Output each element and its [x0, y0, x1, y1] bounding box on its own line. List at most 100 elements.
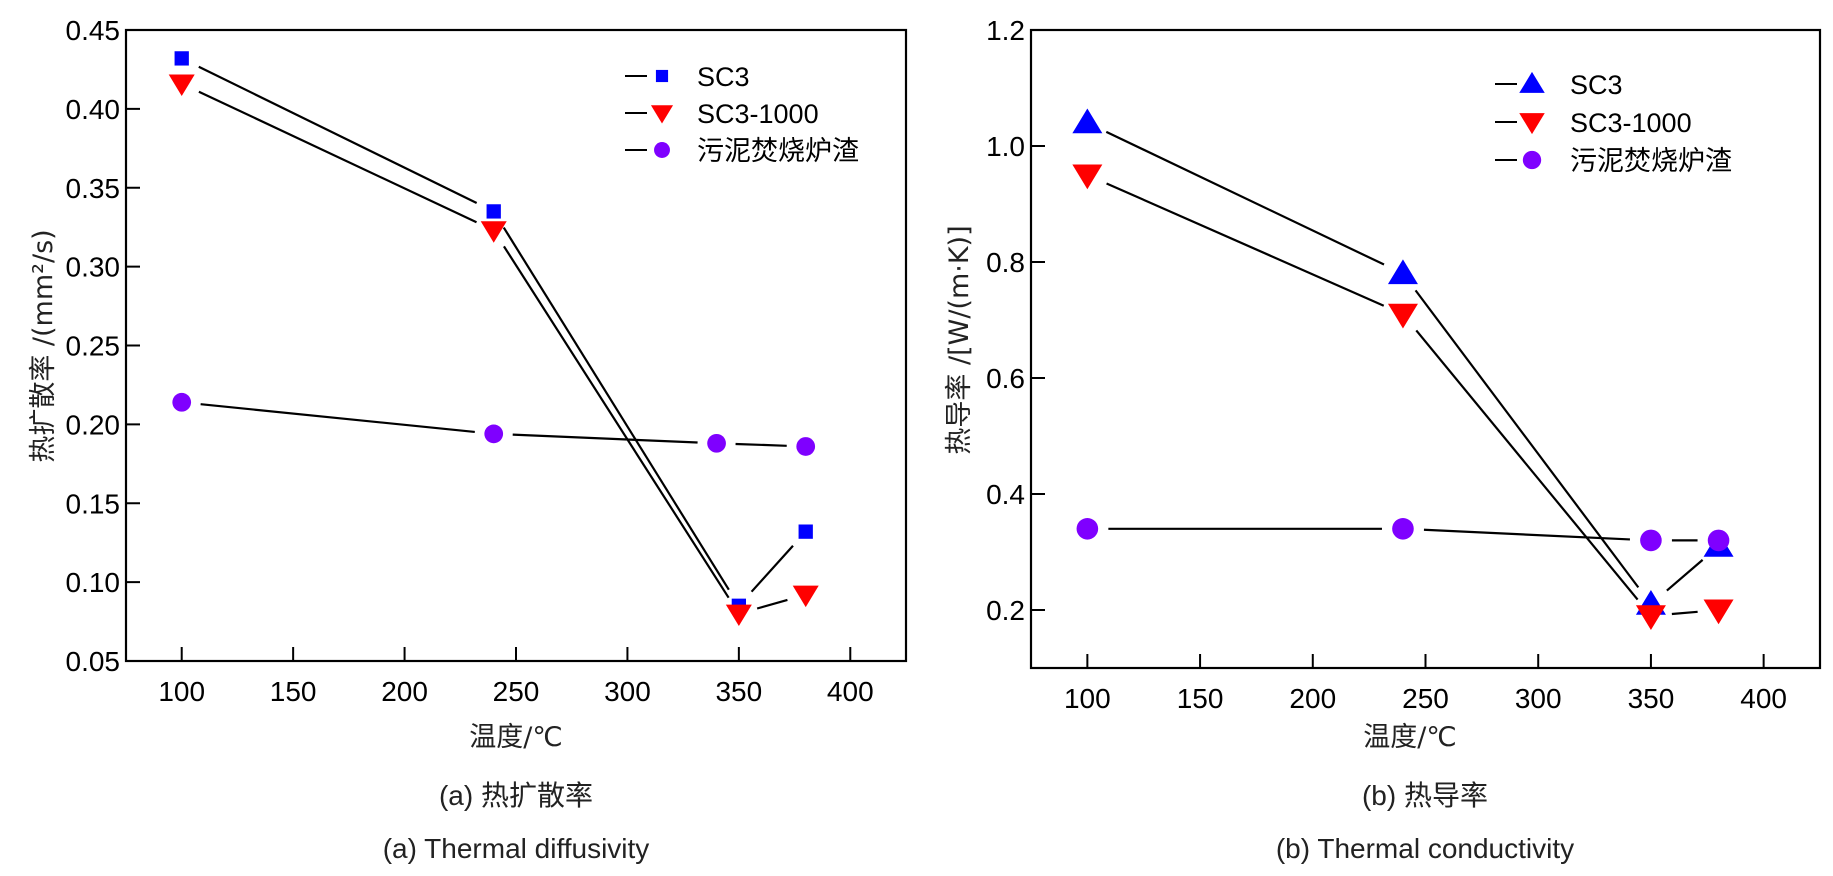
x-tick-label: 400: [827, 676, 874, 707]
x-axis-title: 温度/℃: [1363, 722, 1456, 753]
data-point: [796, 437, 816, 456]
y-tick-label: 0.20: [66, 409, 121, 440]
caption-en: (b) Thermal conductivity: [1276, 833, 1574, 864]
legend-label: SC3: [1570, 70, 1623, 100]
y-tick-label: 0.40: [66, 94, 121, 125]
series-2: [168, 74, 819, 627]
data-point: [1707, 529, 1730, 552]
x-tick-label: 100: [1064, 683, 1111, 714]
series-line-segment: [735, 442, 787, 447]
caption-cn: (b) 热导率: [1362, 780, 1488, 811]
series-line-segment: [502, 226, 730, 591]
y-tick-label: 0.8: [986, 247, 1025, 278]
series-1: [174, 51, 813, 613]
data-point: [1387, 303, 1418, 329]
data-point: [172, 392, 192, 412]
data-point: [798, 524, 813, 539]
chart-thermal-diffusivity: (a) 热扩散率 (a) Thermal diffusivity 温度/℃ 热扩…: [28, 15, 908, 864]
plot-frame: [1029, 28, 1822, 670]
x-tick-label: 200: [1289, 683, 1336, 714]
legend-item: SC3-1000: [1495, 108, 1692, 138]
chart-thermal-conductivity: (b) 热导率 (b) Thermal conductivity 温度/℃ 热导…: [944, 15, 1822, 864]
y-tick-label: 0.6: [986, 363, 1025, 394]
legend-marker: [1519, 113, 1545, 135]
data-point: [1072, 108, 1103, 134]
series-line-segment: [200, 403, 475, 434]
x-tick-label: 150: [270, 676, 317, 707]
x-tick-label: 250: [1402, 683, 1449, 714]
legend-marker: [1519, 71, 1545, 93]
x-tick-label: 100: [158, 676, 205, 707]
data-point: [1387, 259, 1418, 285]
legend-item: 污泥焚烧炉渣: [1495, 146, 1732, 176]
x-tick-label: 400: [1740, 683, 1787, 714]
y-tick-label: 0.05: [66, 646, 121, 677]
data-point: [174, 51, 189, 66]
legend-label: SC3-1000: [1570, 108, 1692, 138]
x-axis-title: 温度/℃: [469, 722, 562, 753]
series-line-segment: [1414, 289, 1640, 589]
legend-item: SC3: [625, 62, 750, 92]
y-tick-label: 1.0: [986, 131, 1025, 162]
x-tick-label: 350: [715, 676, 762, 707]
caption-en: (a) Thermal diffusivity: [383, 833, 650, 864]
series-line-segment: [756, 598, 788, 610]
y-tick-label: 0.30: [66, 252, 121, 283]
data-point: [1640, 529, 1662, 552]
series-3: [1076, 518, 1730, 552]
legend-item: SC3: [1495, 70, 1623, 100]
data-point: [792, 585, 819, 608]
series-line-segment: [1666, 559, 1704, 592]
legend-item: 污泥焚烧炉渣: [625, 136, 859, 166]
x-tick-label: 200: [381, 676, 428, 707]
legend-item: SC3-1000: [625, 99, 819, 129]
y-tick-label: 0.25: [66, 331, 121, 362]
series-line-segment: [1671, 610, 1698, 616]
y-tick-label: 0.45: [66, 15, 121, 46]
data-point: [168, 74, 195, 96]
legend-marker: [655, 69, 669, 83]
y-axis-title: 热导率 /[W/(m·K)]: [944, 225, 975, 454]
series-line-segment: [198, 90, 477, 224]
data-point: [1703, 599, 1734, 625]
series-line-segment: [1105, 130, 1385, 266]
caption-cn: (a) 热扩散率: [439, 780, 593, 811]
legend-marker: [1522, 150, 1542, 170]
x-tick-label: 150: [1177, 683, 1224, 714]
series-2: [1072, 164, 1734, 631]
legend-label: SC3-1000: [697, 99, 819, 129]
legend-marker: [650, 105, 674, 124]
series-line-segment: [198, 65, 478, 205]
data-point: [480, 221, 507, 243]
legend-marker: [654, 142, 670, 158]
data-point: [1076, 518, 1099, 540]
x-tick-label: 250: [493, 676, 540, 707]
legend-label: 污泥焚烧炉渣: [697, 136, 859, 166]
series-line-segment: [512, 433, 698, 444]
series-line-segment: [503, 245, 730, 599]
series-line-segment: [750, 545, 794, 593]
x-tick-label: 350: [1628, 683, 1675, 714]
y-tick-label: 1.2: [986, 15, 1025, 46]
y-axis-title: 热扩散率 /(mm²/s): [28, 229, 59, 462]
y-tick-label: 0.4: [986, 479, 1025, 510]
data-point: [1072, 164, 1103, 190]
legend-label: SC3: [697, 62, 750, 92]
data-point: [725, 604, 752, 627]
data-point: [484, 424, 504, 444]
data-point: [486, 204, 501, 219]
series-line-segment: [1106, 182, 1385, 307]
legend-label: 污泥焚烧炉渣: [1570, 146, 1732, 176]
y-tick-label: 0.10: [66, 567, 121, 598]
series-line-segment: [1423, 528, 1631, 541]
series-3: [172, 392, 816, 456]
x-tick-label: 300: [604, 676, 651, 707]
y-tick-label: 0.15: [66, 488, 121, 519]
data-point: [1392, 518, 1414, 540]
x-tick-label: 300: [1515, 683, 1562, 714]
y-tick-label: 0.2: [986, 595, 1025, 626]
data-point: [1635, 605, 1666, 631]
data-point: [707, 433, 726, 453]
series-line-segment: [1415, 329, 1639, 601]
